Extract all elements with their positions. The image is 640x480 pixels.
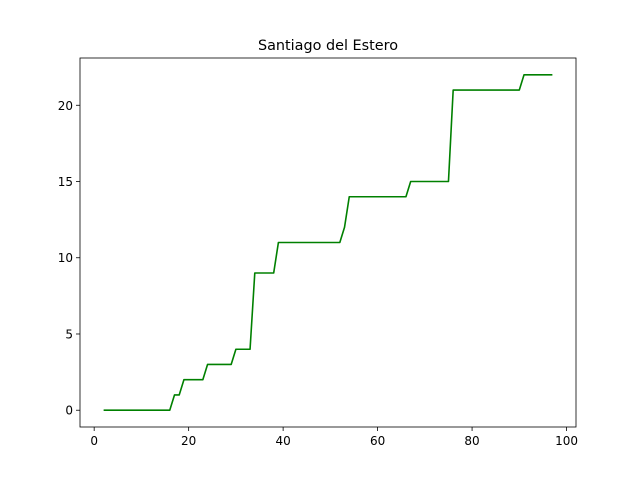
x-tick-label: 80 [464, 434, 479, 448]
x-tick-label: 40 [275, 434, 290, 448]
chart-title: Santiago del Estero [258, 38, 398, 54]
y-tick-label: 15 [58, 175, 73, 189]
x-tick-label: 0 [90, 434, 98, 448]
y-axis: 0 5 10 15 20 [58, 99, 80, 418]
y-tick-label: 20 [58, 99, 73, 113]
series-line-0 [103, 73, 553, 412]
x-tick-label: 100 [555, 434, 578, 448]
plot-layer [103, 73, 553, 412]
y-tick-label: 10 [58, 251, 73, 265]
y-tick-label: 0 [65, 404, 73, 418]
x-tick-label: 20 [181, 434, 196, 448]
plot-frame [79, 57, 577, 428]
x-axis: 0 20 40 60 80 100 [90, 427, 578, 448]
x-tick-label: 60 [370, 434, 385, 448]
y-tick-label: 5 [65, 327, 73, 341]
